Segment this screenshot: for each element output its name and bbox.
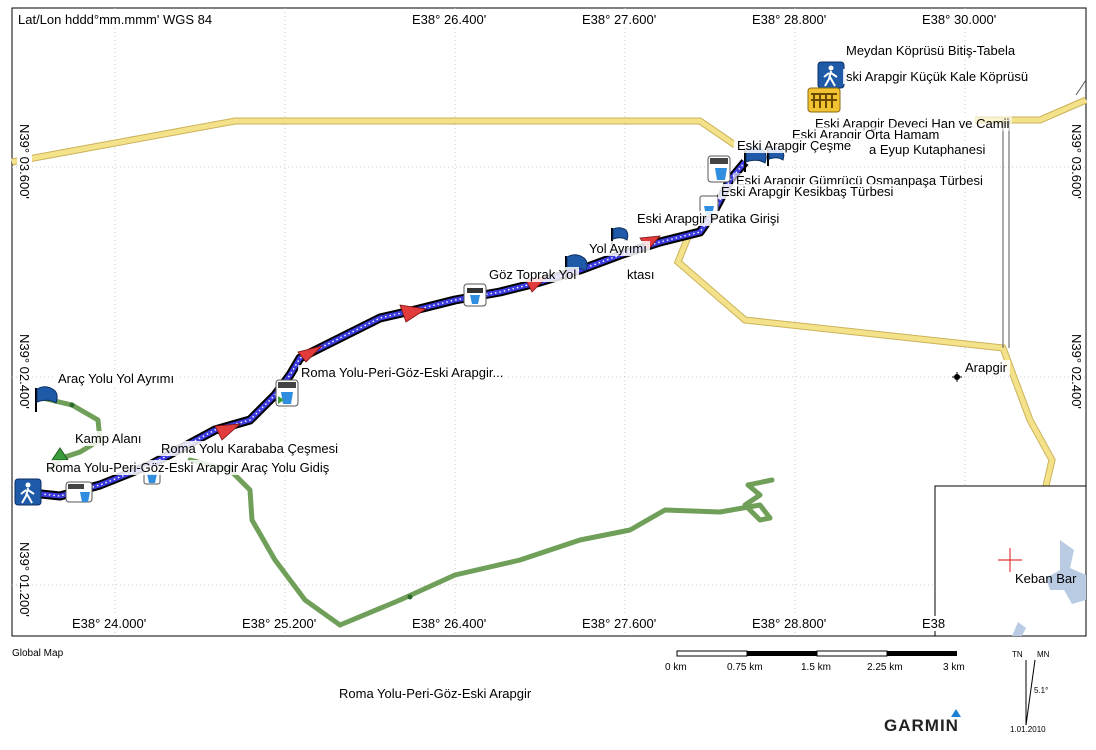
bottom-lon-tick: E38° 28.800' xyxy=(748,616,831,631)
waypoint-label[interactable]: Meydan Köprüsü Bitiş-Tabela xyxy=(843,43,1019,58)
hiker-icon[interactable] xyxy=(14,478,42,506)
scale-label: 1.5 km xyxy=(801,662,832,673)
waypoint-label[interactable]: Göz Toprak Yol xyxy=(486,267,580,282)
declination-label: 5.1° xyxy=(1034,686,1049,695)
waypoint-label[interactable]: a Eyup Kutaphanesi xyxy=(866,142,989,157)
garmin-triangle-icon xyxy=(951,709,961,717)
top-lon-tick: E38° 27.600' xyxy=(578,12,661,27)
map-frame xyxy=(11,7,1087,637)
waypoint-label[interactable]: Roma Yolu Karababa Çeşmesi xyxy=(158,441,342,456)
inset-map[interactable] xyxy=(934,485,1087,637)
roads xyxy=(11,79,1088,491)
projection-label: Lat/Lon hddd°mm.mmm' WGS 84 xyxy=(14,12,217,27)
route-dots xyxy=(21,161,746,497)
waypoint-label[interactable]: Eski Arapgir Kesikbaş Türbesi xyxy=(718,184,897,199)
right-lat-tick: N39° 03.600' xyxy=(1069,122,1084,201)
waypoint-label[interactable]: Yol Ayrımı xyxy=(586,241,650,256)
water-fountain-icon[interactable] xyxy=(463,283,487,307)
data-source-label: Global Map xyxy=(12,648,64,659)
top-lon-tick: E38° 28.800' xyxy=(748,12,831,27)
lat-lon-grid xyxy=(12,8,1086,636)
waypoint-label[interactable]: ski Arapgir Küçük Kale Köprüsü xyxy=(843,69,1032,84)
bridge-icon[interactable] xyxy=(807,87,841,113)
right-lat-tick: N39° 02.400' xyxy=(1069,332,1084,411)
waypoint-label[interactable]: Roma Yolu-Peri-Göz-Eski Arapgir... xyxy=(298,365,507,380)
waypoint-label[interactable]: Araç Yolu Yol Ayrımı xyxy=(55,371,178,386)
track-node xyxy=(69,402,75,408)
scale-label: 0.75 km xyxy=(727,662,763,673)
arapgir-city-icon xyxy=(952,372,962,382)
scale-label: 3 km xyxy=(943,662,965,673)
bottom-lon-tick: E38° 27.600' xyxy=(578,616,661,631)
date-label: 1.01.2010 xyxy=(1010,725,1046,734)
top-lon-tick: E38° 30.000' xyxy=(918,12,1001,27)
waypoint-label[interactable]: Roma Yolu-Peri-Göz-Eski Arapgir Araç Yol… xyxy=(43,460,333,475)
water-fountain-icon[interactable] xyxy=(65,481,93,503)
place-label-arapgir: Arapgir xyxy=(962,360,1010,375)
lake-shape xyxy=(1012,622,1026,636)
map-title: Roma Yolu-Peri-Göz-Eski Arapgir xyxy=(339,686,532,701)
water-fountain-icon[interactable] xyxy=(275,379,299,407)
garmin-logo: GARMIN xyxy=(884,716,959,735)
waypoint-label[interactable]: Eski Arapgir Patika Girişi xyxy=(634,211,783,226)
inset-label: Keban Bar xyxy=(1015,571,1077,586)
scale-label: 0 km xyxy=(665,662,687,673)
track-node xyxy=(407,594,413,600)
left-lat-tick: N39° 02.400' xyxy=(17,332,32,411)
waypoint-label[interactable]: ktası xyxy=(624,267,658,282)
bottom-lon-tick: E38° 24.000' xyxy=(68,616,151,631)
scale-bar xyxy=(676,650,957,657)
hiker-icon[interactable] xyxy=(817,61,845,89)
left-lat-tick: N39° 01.200' xyxy=(17,540,32,619)
flag-icon[interactable] xyxy=(35,386,58,412)
scale-label: 2.25 km xyxy=(867,662,903,673)
north-mn-label: MN xyxy=(1037,650,1050,659)
waypoint-label[interactable]: Eski Arapgir Çeşme xyxy=(734,138,855,153)
lake-shape xyxy=(1046,540,1086,604)
bottom-lon-tick: E38 xyxy=(918,616,950,631)
bottom-lon-tick: E38° 25.200' xyxy=(238,616,321,631)
waypoint-label[interactable]: Kamp Alanı xyxy=(72,431,145,446)
water-fountain-icon[interactable] xyxy=(707,155,731,183)
top-lon-tick: E38° 26.400' xyxy=(408,12,491,27)
bottom-lon-tick: E38° 26.400' xyxy=(408,616,491,631)
left-lat-tick: N39° 03.600' xyxy=(17,122,32,201)
north-tn-label: TN xyxy=(1012,650,1023,659)
north-arrow-icon xyxy=(1025,659,1036,726)
